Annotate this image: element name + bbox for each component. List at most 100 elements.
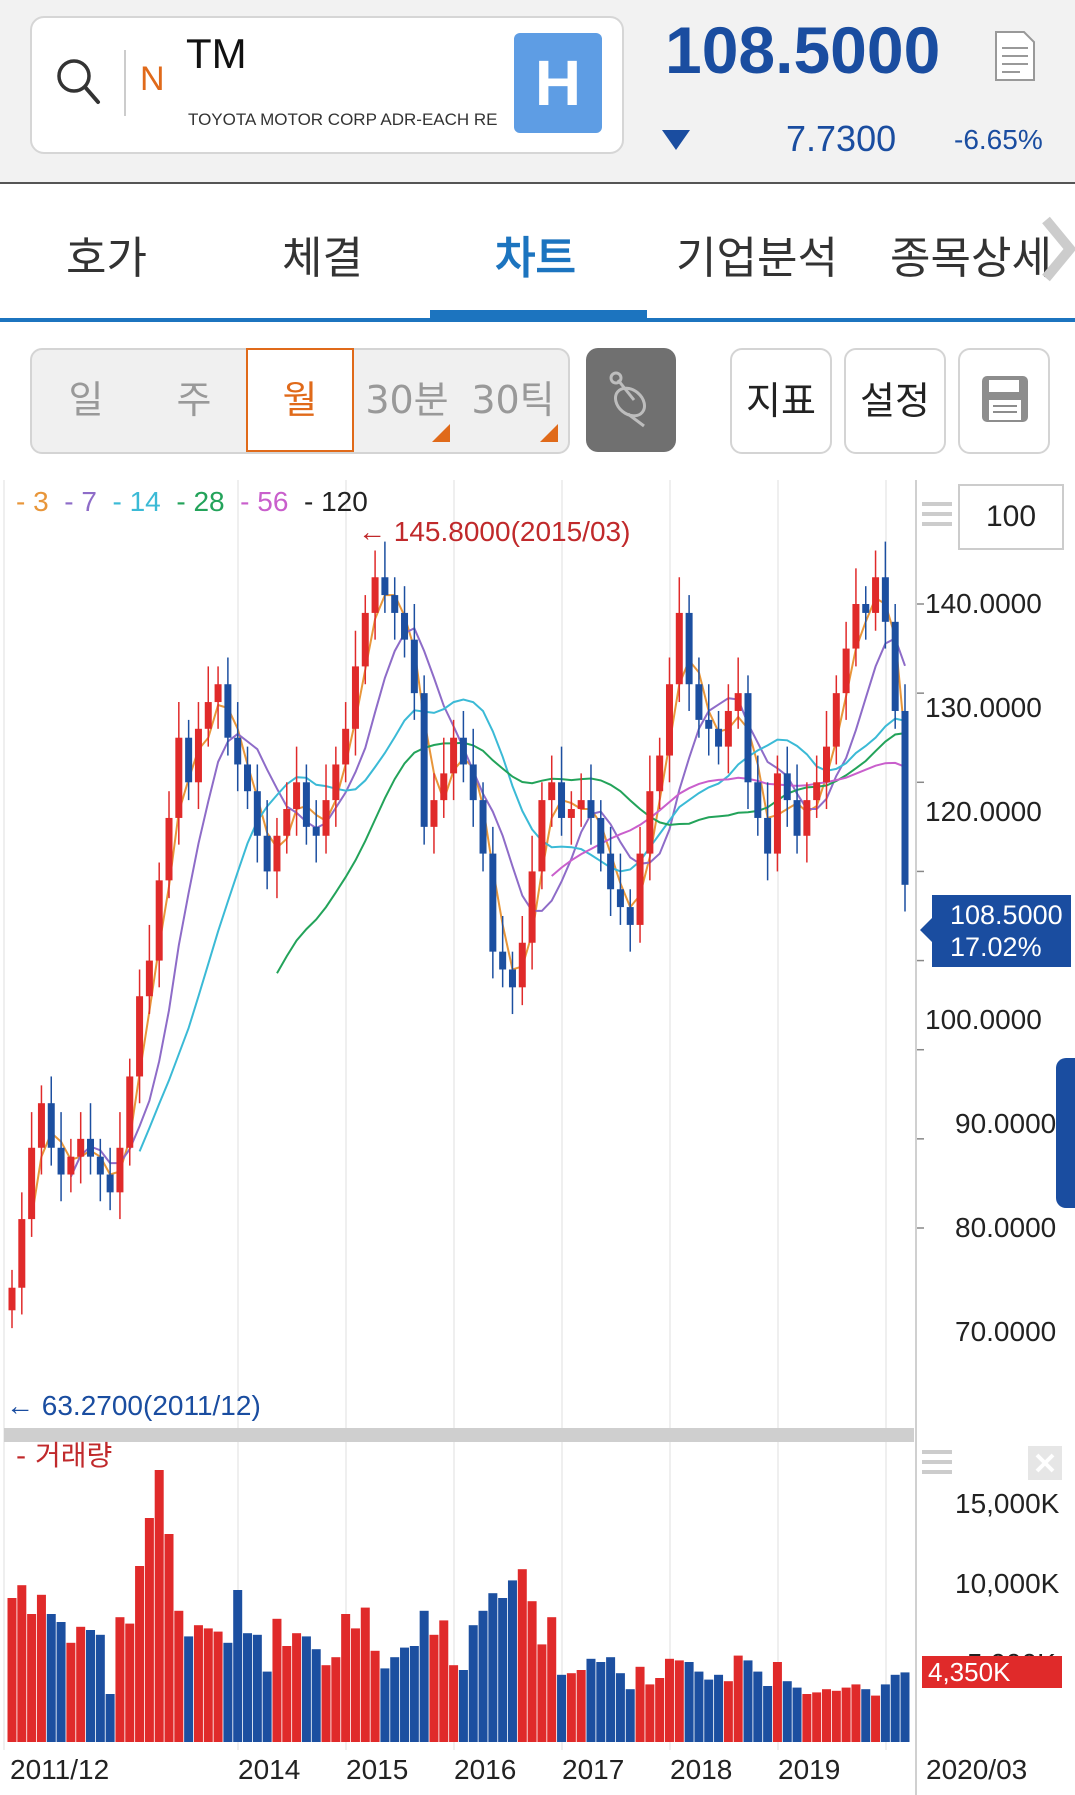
volume-bar bbox=[370, 1650, 380, 1742]
candlestick-series bbox=[8, 541, 909, 1329]
tab-trades[interactable]: 체결 bbox=[282, 233, 363, 284]
settings-button[interactable]: 설정 bbox=[844, 348, 946, 454]
search-icon[interactable] bbox=[54, 56, 102, 106]
volume-bar bbox=[704, 1679, 714, 1742]
volume-bar bbox=[184, 1636, 194, 1742]
volume-bar bbox=[674, 1660, 684, 1742]
volume-bar bbox=[46, 1614, 56, 1742]
tab-orderbook[interactable]: 호가 bbox=[66, 233, 147, 284]
volume-bar bbox=[841, 1687, 851, 1742]
volume-bar bbox=[517, 1569, 527, 1742]
chart-splitter[interactable] bbox=[4, 1428, 914, 1442]
volume-bar bbox=[115, 1617, 125, 1742]
candle-body bbox=[175, 737, 183, 818]
price-chart[interactable] bbox=[0, 480, 1075, 1795]
tab-company-analysis[interactable]: 기업분석 bbox=[676, 233, 838, 284]
indicator-button[interactable]: 지표 bbox=[730, 348, 832, 454]
candle-body bbox=[852, 604, 860, 649]
volume-bar bbox=[792, 1687, 802, 1742]
low-annotation: ← 63.2700(2011/12) bbox=[6, 1390, 261, 1421]
main-tabs: 호가 체결 차트 기업분석 종목상세 bbox=[0, 184, 1075, 324]
tab-stock-detail[interactable]: 종목상세 bbox=[890, 233, 1052, 284]
candle-body bbox=[695, 684, 703, 720]
ma-line bbox=[30, 594, 906, 1219]
candle-body bbox=[18, 1219, 26, 1288]
price-axis-label: 90.0000 bbox=[955, 1108, 1057, 1139]
volume-bar bbox=[468, 1625, 478, 1742]
volume-bar bbox=[27, 1614, 37, 1742]
volume-bar bbox=[135, 1566, 145, 1742]
candle-body bbox=[155, 880, 163, 961]
volume-bar bbox=[763, 1686, 773, 1742]
candle-body bbox=[587, 800, 595, 818]
chevron-right-icon[interactable] bbox=[1040, 214, 1075, 284]
draw-tool-button[interactable] bbox=[586, 348, 676, 452]
x-axis-label: 2014 bbox=[238, 1754, 301, 1785]
volume-bar bbox=[615, 1673, 625, 1742]
volume-bar bbox=[272, 1618, 282, 1742]
volume-bar bbox=[125, 1623, 135, 1742]
symbol-ticker: TM bbox=[186, 30, 247, 77]
price-change: 7.7300 bbox=[786, 118, 897, 159]
volume-bar bbox=[714, 1674, 724, 1742]
high-annotation: ← 145.8000(2015/03) bbox=[358, 516, 631, 547]
volume-bar bbox=[890, 1674, 900, 1742]
volume-bar bbox=[213, 1631, 223, 1742]
period-30tick[interactable]: 30틱 bbox=[471, 378, 555, 422]
candle-body bbox=[145, 960, 153, 997]
candle-body bbox=[459, 737, 467, 765]
satellite-dish-icon bbox=[609, 371, 646, 428]
volume-bar bbox=[821, 1689, 831, 1742]
tab-chart[interactable]: 차트 bbox=[495, 233, 576, 284]
candle-body bbox=[47, 1103, 55, 1148]
h-badge-icon[interactable]: H bbox=[514, 33, 602, 133]
candle-body bbox=[646, 791, 654, 854]
candle-body bbox=[351, 666, 359, 729]
down-arrow-icon bbox=[662, 130, 690, 150]
document-icon[interactable] bbox=[990, 28, 1040, 84]
candle-body bbox=[214, 684, 222, 703]
candle-body bbox=[165, 817, 173, 881]
candle-body bbox=[440, 773, 448, 801]
candle-body bbox=[705, 719, 713, 729]
period-week[interactable]: 주 bbox=[176, 378, 212, 422]
volume-bar bbox=[429, 1634, 439, 1742]
volume-bar bbox=[164, 1534, 174, 1742]
menu-icon[interactable] bbox=[920, 1446, 956, 1480]
candle-body bbox=[754, 782, 762, 818]
candle-body bbox=[538, 800, 546, 872]
menu-icon[interactable] bbox=[920, 498, 956, 532]
side-drawer-handle[interactable] bbox=[1056, 1058, 1075, 1208]
volume-bar bbox=[831, 1690, 841, 1742]
period-30min[interactable]: 30분 bbox=[365, 378, 449, 422]
period-month[interactable]: 월 bbox=[246, 348, 354, 452]
price-change-pct: -6.65% bbox=[954, 124, 1043, 155]
volume-bar bbox=[655, 1678, 665, 1742]
volume-bar bbox=[243, 1633, 253, 1742]
volume-bar bbox=[635, 1666, 645, 1742]
price-axis-label: 120.0000 bbox=[925, 796, 1042, 827]
volume-bar bbox=[36, 1594, 46, 1742]
volume-bar bbox=[154, 1470, 164, 1742]
candle-body bbox=[342, 728, 350, 765]
close-icon[interactable] bbox=[1028, 1446, 1062, 1480]
save-button[interactable] bbox=[958, 348, 1050, 454]
candle-body bbox=[420, 693, 428, 827]
candle-body bbox=[577, 800, 585, 810]
volume-bar bbox=[537, 1644, 547, 1742]
volume-bar bbox=[86, 1630, 96, 1742]
candle-body bbox=[548, 782, 556, 801]
volume-bar bbox=[439, 1620, 449, 1742]
count-input[interactable]: 100 bbox=[958, 484, 1064, 550]
quote-header: N TM TOYOTA MOTOR CORP ADR-EACH RE H 108… bbox=[0, 0, 1075, 184]
period-day[interactable]: 일 bbox=[68, 378, 104, 422]
volume-bar bbox=[56, 1622, 66, 1742]
candle-body bbox=[283, 809, 291, 836]
candle-body bbox=[57, 1147, 65, 1175]
x-axis-label: 2019 bbox=[778, 1754, 841, 1785]
floppy-disk-icon bbox=[982, 376, 1028, 422]
ma-legend: - 3 - 7 - 14 - 28 - 56 - 120 bbox=[16, 486, 368, 518]
candle-body bbox=[803, 800, 811, 836]
candle-body bbox=[450, 737, 458, 774]
candle-body bbox=[391, 595, 399, 613]
